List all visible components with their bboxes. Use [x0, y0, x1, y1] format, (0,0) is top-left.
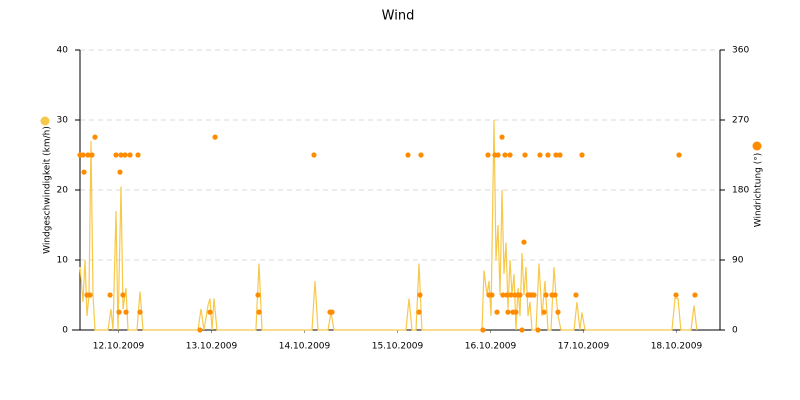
point: [417, 292, 423, 298]
point: [519, 327, 525, 333]
point: [676, 152, 682, 158]
point: [517, 292, 523, 298]
point: [541, 309, 547, 315]
point: [495, 152, 501, 158]
point: [537, 152, 543, 158]
point: [117, 169, 123, 175]
y2-tick-label: 0: [732, 326, 738, 336]
point: [123, 309, 129, 315]
point: [494, 309, 500, 315]
point: [513, 309, 519, 315]
point: [107, 292, 113, 298]
line: [79, 119, 698, 331]
point: [553, 152, 559, 158]
point: [502, 152, 508, 158]
point: [535, 327, 541, 333]
point: [416, 309, 422, 315]
point: [89, 152, 95, 158]
point: [80, 152, 86, 158]
point: [197, 327, 203, 333]
point: [118, 152, 124, 158]
point: [508, 292, 514, 298]
y2-tick-label: 180: [732, 186, 749, 196]
x-tick-label: 18.10.2009: [651, 342, 703, 352]
x-tick-label: 13.10.2009: [186, 342, 238, 352]
point: [92, 134, 98, 140]
x-tick-label: 16.10.2009: [465, 342, 517, 352]
y-axis-label: Windgeschwindigkeit (km/h): [43, 126, 53, 254]
y2-tick-label: 360: [732, 46, 749, 56]
x-tick-label: 15.10.2009: [372, 342, 424, 352]
point: [545, 152, 551, 158]
point: [692, 292, 698, 298]
point: [505, 309, 511, 315]
point: [485, 152, 491, 158]
point: [557, 152, 563, 158]
point: [122, 152, 128, 158]
point: [555, 309, 561, 315]
chart-title: Wind: [382, 9, 415, 24]
point: [522, 152, 528, 158]
point: [87, 292, 93, 298]
y2-tick-label: 270: [732, 116, 749, 126]
point: [418, 152, 424, 158]
point: [256, 309, 262, 315]
point: [489, 292, 495, 298]
y-tick-label: 0: [62, 326, 68, 336]
point: [212, 134, 218, 140]
point: [135, 152, 141, 158]
point: [500, 292, 506, 298]
point: [255, 292, 261, 298]
point: [499, 134, 505, 140]
point: [405, 152, 411, 158]
legend-marker: [40, 116, 50, 126]
point: [116, 309, 122, 315]
y-tick-label: 30: [57, 116, 69, 126]
point: [543, 292, 549, 298]
legend-marker: [752, 141, 762, 151]
y2-axis-label: Windrichtung (°): [754, 153, 764, 228]
y-tick-label: 10: [57, 256, 69, 266]
point: [573, 292, 579, 298]
point: [81, 169, 87, 175]
point: [504, 292, 510, 298]
point: [137, 309, 143, 315]
point: [85, 152, 91, 158]
x-tick-label: 14.10.2009: [279, 342, 331, 352]
point: [673, 292, 679, 298]
x-tick-label: 12.10.2009: [93, 342, 145, 352]
point: [480, 327, 486, 333]
point: [207, 309, 213, 315]
point: [329, 309, 335, 315]
point: [531, 292, 537, 298]
y2-tick-label: 90: [732, 256, 744, 266]
point: [311, 152, 317, 158]
point: [113, 152, 119, 158]
point: [120, 292, 126, 298]
point: [552, 292, 558, 298]
point: [127, 152, 133, 158]
point: [507, 152, 513, 158]
y-tick-label: 20: [57, 186, 69, 196]
x-tick-label: 17.10.2009: [558, 342, 610, 352]
point: [521, 239, 527, 245]
point: [579, 152, 585, 158]
y-tick-label: 40: [57, 46, 69, 56]
